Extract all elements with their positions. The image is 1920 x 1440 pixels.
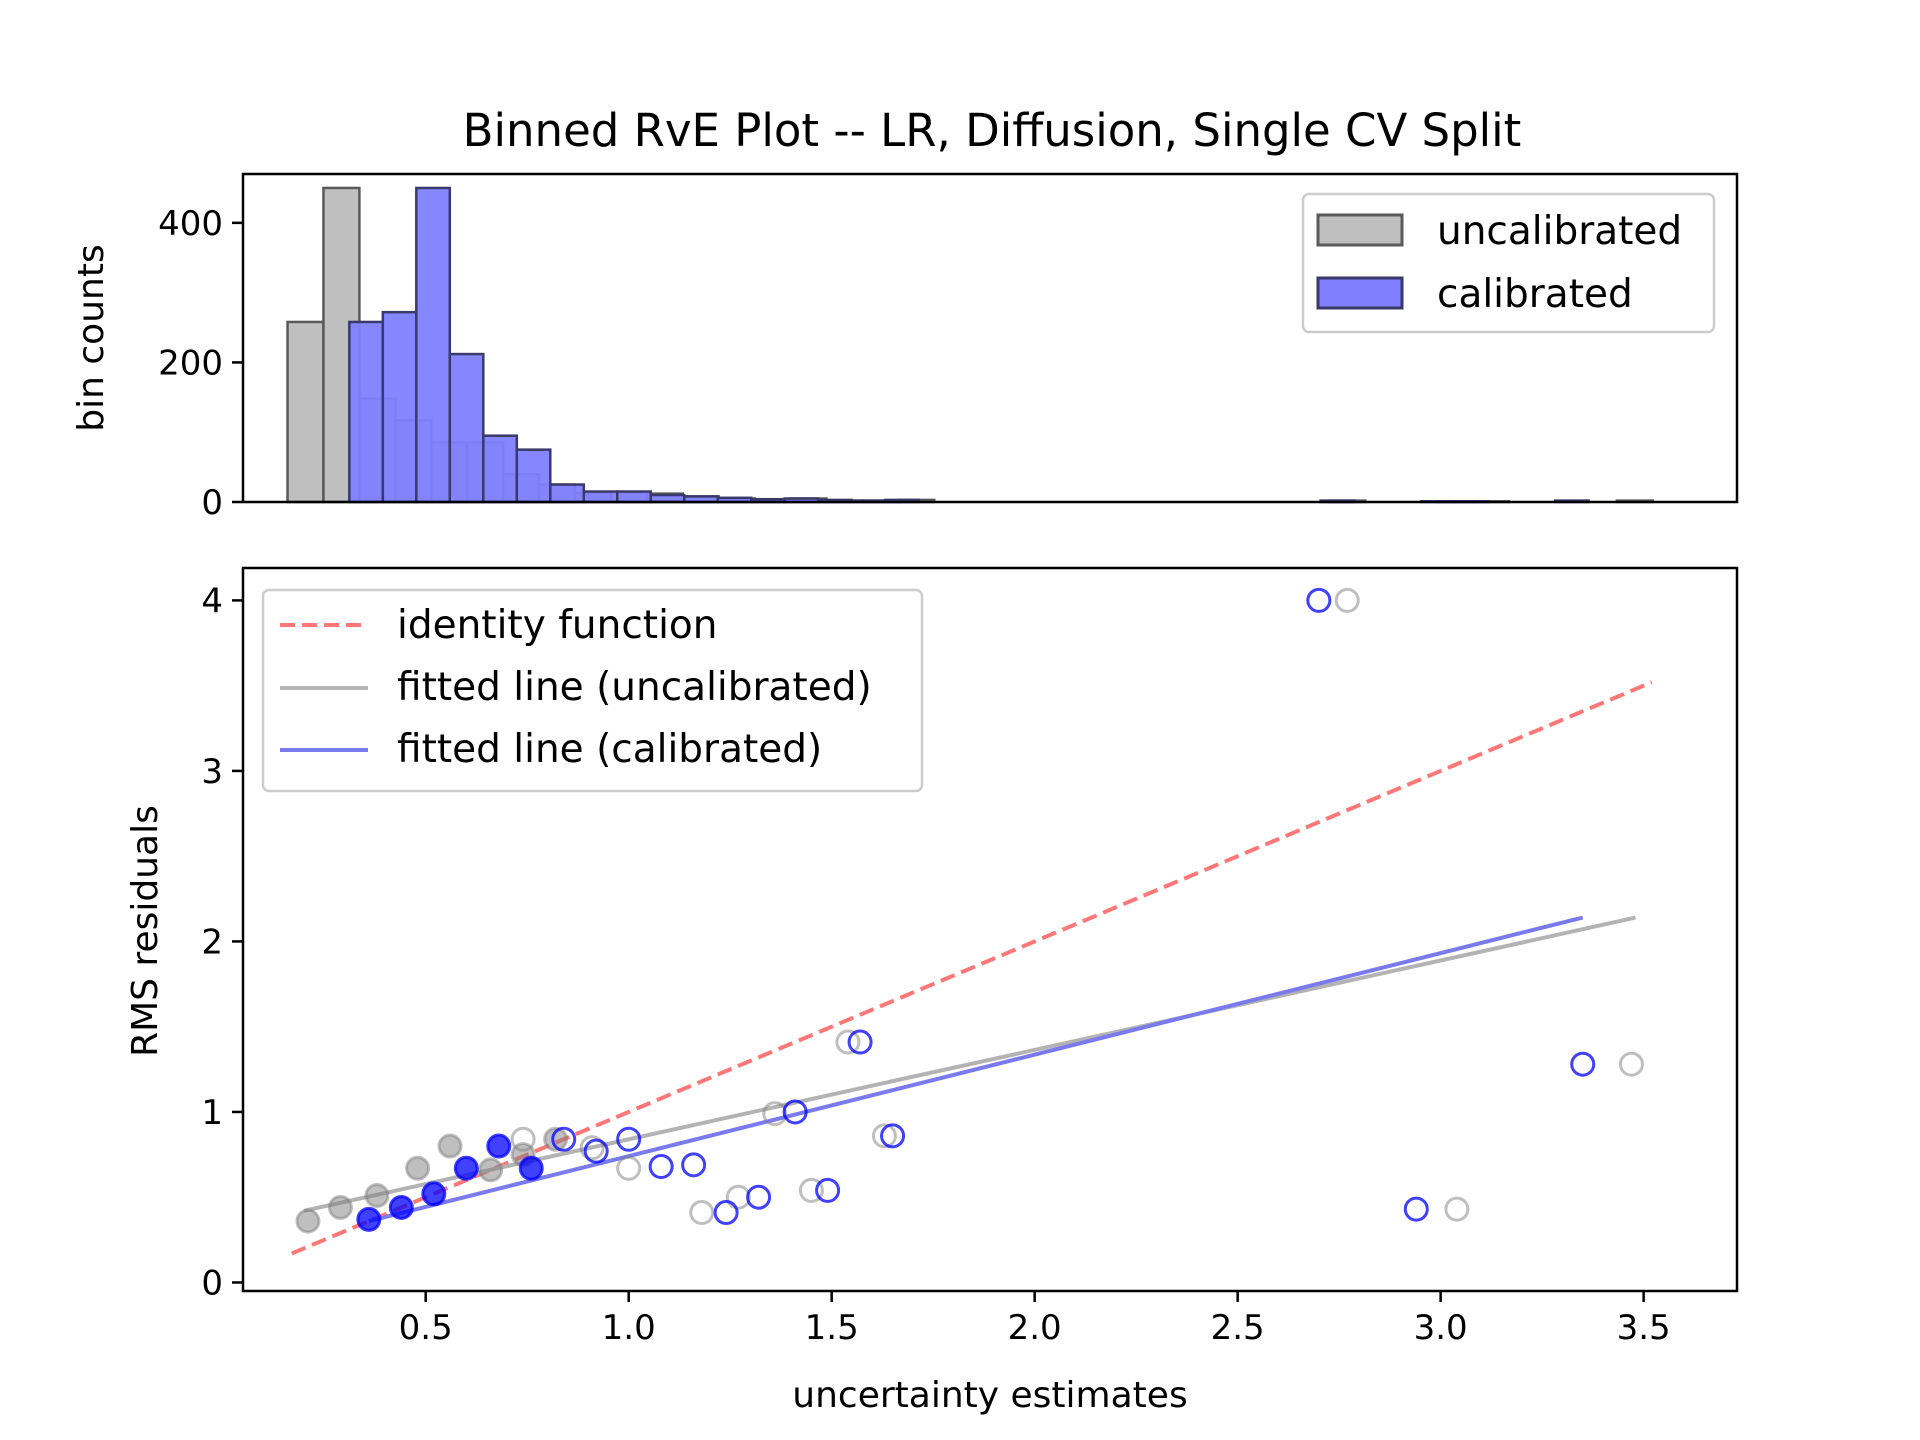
- scatter-ticks: 0.5 1.0 1.5 2.0 2.5 3.0 3.5 0 1 2 3 4: [201, 581, 1670, 1348]
- point-open-calibrated: [648, 1154, 674, 1180]
- point-open-uncalibrated: [725, 1184, 751, 1210]
- histogram-y-tick-label: 0: [201, 483, 223, 523]
- point-filled-calibrated: [356, 1206, 382, 1232]
- point-filled-uncalibrated: [405, 1155, 431, 1181]
- scatter-legend-box: [261, 588, 924, 793]
- point-open-calibrated: [1570, 1051, 1596, 1077]
- point-filled-calibrated: [421, 1181, 447, 1207]
- point-open-calibrated: [746, 1184, 772, 1210]
- x-tick-label: 0.5: [399, 1308, 453, 1348]
- histogram-bar-calibrated: [549, 483, 586, 504]
- legend-label-fit-calibrated: fitted line (calibrated): [397, 727, 822, 772]
- point-filled-uncalibrated: [327, 1194, 353, 1220]
- histogram-bar-calibrated: [415, 186, 452, 504]
- point-open-uncalibrated: [616, 1155, 642, 1181]
- scatter-frame: [241, 566, 1739, 1293]
- y-axis-label: RMS residuals: [125, 805, 166, 1057]
- histogram-legend: uncalibrated calibrated: [1301, 192, 1716, 334]
- fit-line-calibrated: [368, 915, 1584, 1224]
- scatter-points: [295, 587, 1644, 1234]
- point-open-uncalibrated: [1444, 1196, 1470, 1222]
- histogram-bars: [286, 186, 1655, 504]
- point-open-calibrated: [583, 1138, 609, 1164]
- point-filled-calibrated: [453, 1155, 479, 1181]
- point-filled-calibrated: [518, 1155, 544, 1181]
- scatter-panel: 0.5 1.0 1.5 2.0 2.5 3.0 3.5 0 1 2 3 4 uncertainty e…: [125, 566, 1739, 1416]
- point-open-uncalibrated: [871, 1123, 897, 1149]
- chart-title: Binned RvE Plot -- LR, Diffusion, Single…: [463, 104, 1522, 157]
- histogram-bar-calibrated: [381, 310, 418, 504]
- x-axis-label: uncertainty estimates: [792, 1375, 1187, 1416]
- x-tick-label: 1.0: [602, 1308, 656, 1348]
- histogram-y-tick-label: 200: [158, 343, 223, 383]
- histogram-y-label: bin counts: [71, 244, 112, 431]
- point-filled-uncalibrated: [478, 1157, 504, 1183]
- histogram-bar-calibrated: [448, 352, 485, 504]
- point-open-uncalibrated: [1334, 587, 1360, 613]
- point-open-calibrated: [551, 1126, 577, 1152]
- x-tick-label: 2.5: [1211, 1308, 1265, 1348]
- histogram-frame: [241, 172, 1739, 504]
- histogram-legend-box: [1301, 192, 1716, 334]
- point-open-calibrated: [713, 1200, 739, 1226]
- x-tick-label: 3.5: [1617, 1308, 1671, 1348]
- point-open-calibrated: [1306, 587, 1332, 613]
- point-open-calibrated: [616, 1126, 642, 1152]
- histogram-y-tick-label: 400: [158, 204, 223, 244]
- point-open-calibrated: [847, 1029, 873, 1055]
- point-open-calibrated: [880, 1123, 906, 1149]
- legend-label-calibrated: calibrated: [1437, 272, 1633, 317]
- histogram-panel: 0 200 400 bin counts uncalibrated calibrat…: [71, 172, 1739, 523]
- histogram-bar-calibrated: [582, 490, 619, 504]
- point-open-calibrated: [1403, 1196, 1429, 1222]
- point-filled-uncalibrated: [543, 1126, 569, 1152]
- legend-label-identity: identity function: [397, 603, 718, 648]
- histogram-bar-calibrated: [515, 448, 552, 504]
- y-tick-label: 2: [201, 922, 223, 962]
- point-filled-uncalibrated: [364, 1183, 390, 1209]
- point-open-calibrated: [782, 1099, 808, 1125]
- point-filled-calibrated: [486, 1133, 512, 1159]
- point-filled-calibrated: [388, 1194, 414, 1220]
- point-open-uncalibrated: [510, 1126, 536, 1152]
- point-open-calibrated: [681, 1152, 707, 1178]
- point-filled-uncalibrated: [437, 1133, 463, 1159]
- point-open-uncalibrated: [1618, 1051, 1644, 1077]
- histogram-bar-calibrated: [348, 320, 385, 504]
- point-filled-uncalibrated: [295, 1208, 321, 1234]
- y-tick-label: 4: [201, 581, 223, 621]
- y-tick-label: 1: [201, 1093, 223, 1133]
- x-tick-label: 2.0: [1008, 1308, 1062, 1348]
- point-open-uncalibrated: [579, 1135, 605, 1161]
- point-open-uncalibrated: [762, 1101, 788, 1127]
- histogram-y-ticks: 0 200 400: [158, 204, 243, 523]
- scatter-legend: identity function fitted line (uncalibra…: [261, 588, 924, 793]
- point-open-uncalibrated: [835, 1029, 861, 1055]
- histogram-bar-calibrated: [482, 434, 519, 504]
- point-open-calibrated: [815, 1177, 841, 1203]
- legend-label-fit-uncalibrated: fitted line (uncalibrated): [397, 665, 872, 710]
- y-tick-label: 0: [201, 1263, 223, 1303]
- point-open-uncalibrated: [689, 1200, 715, 1226]
- legend-label-uncalibrated: uncalibrated: [1437, 209, 1682, 254]
- point-open-uncalibrated: [798, 1177, 824, 1203]
- x-tick-label: 3.0: [1414, 1308, 1468, 1348]
- histogram-bar-uncalibrated: [286, 320, 325, 504]
- legend-swatch-calibrated: [1316, 276, 1404, 310]
- x-tick-label: 1.5: [805, 1308, 859, 1348]
- y-tick-label: 3: [201, 752, 223, 792]
- legend-swatch-uncalibrated: [1316, 213, 1404, 247]
- histogram-bar-calibrated: [616, 490, 653, 504]
